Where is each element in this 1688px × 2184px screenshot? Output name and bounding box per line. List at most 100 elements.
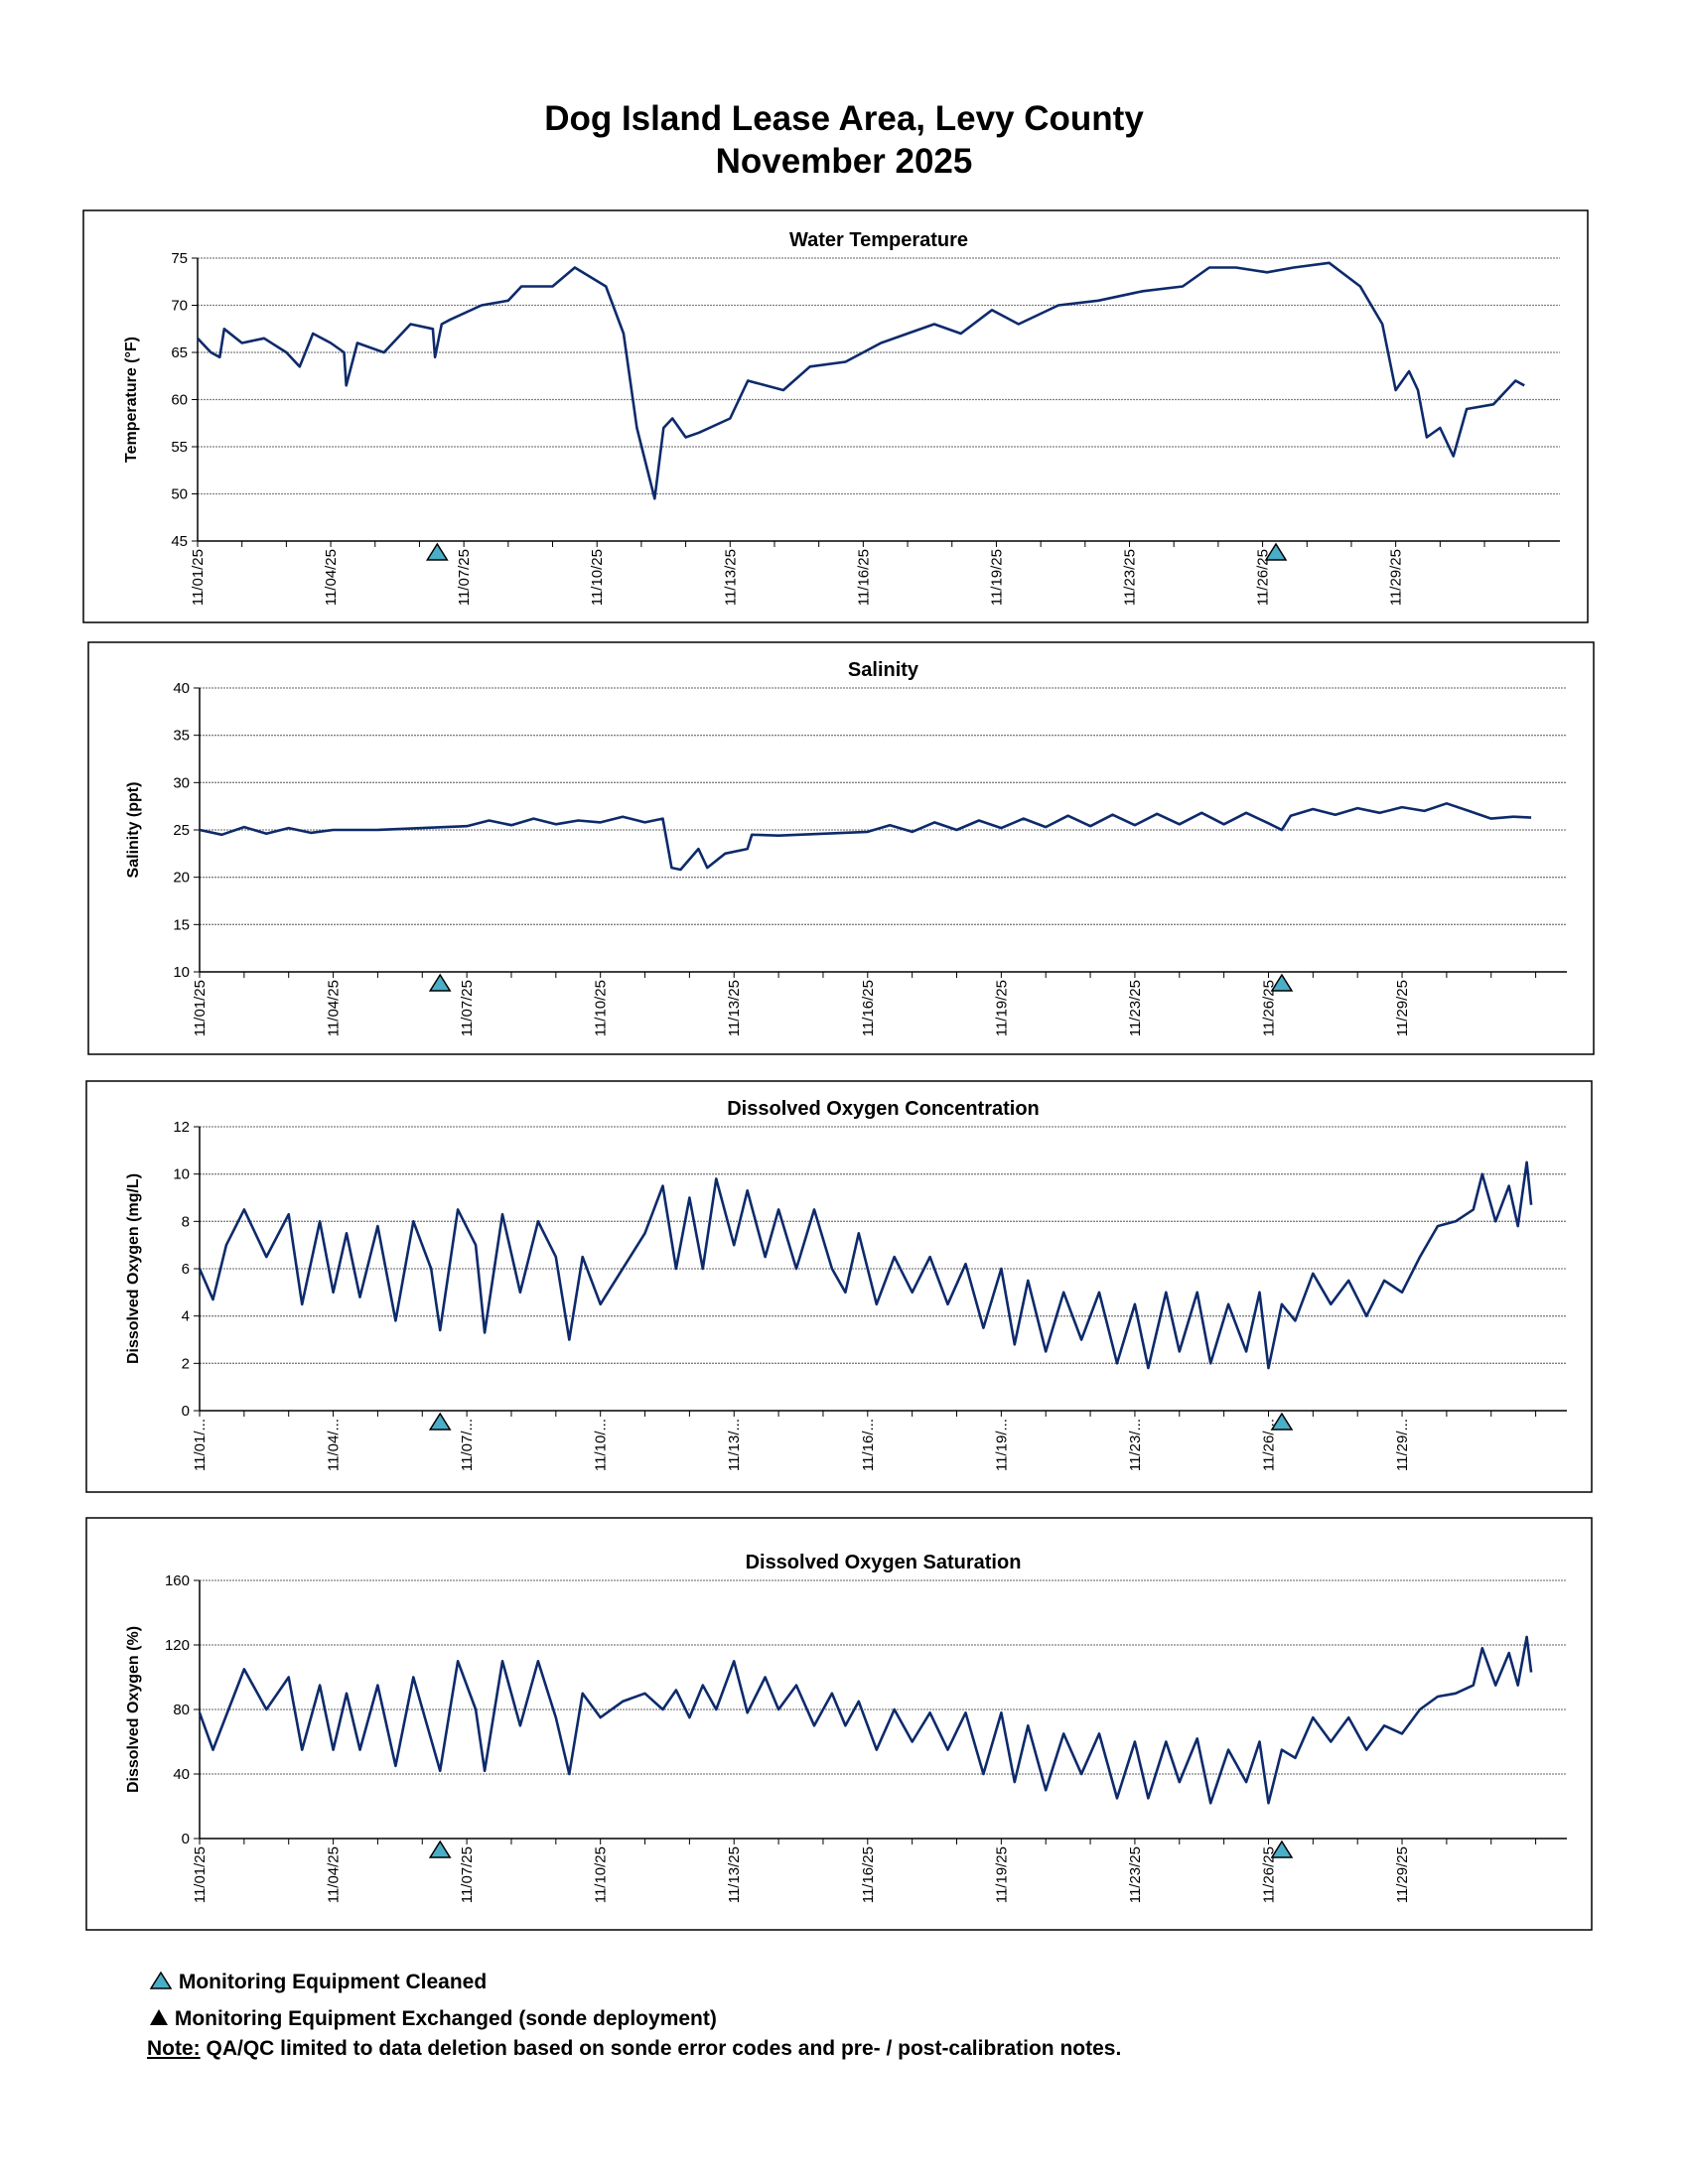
chart-frame: [85, 1517, 1593, 1931]
salinity-chart: Salinity 10 15 20 25 30 35 40 11/01/25 11/04/25 11…: [87, 641, 1595, 1055]
x-tick-label: 11/23/25: [1122, 549, 1139, 606]
cleaned-marker-icon: [428, 1840, 452, 1858]
y-tick-label: 2: [182, 1355, 190, 1372]
x-tick-label: 11/29/25: [1394, 1846, 1411, 1903]
x-tick-label: 11/13/...: [726, 1419, 743, 1471]
y-tick-label: 120: [165, 1637, 190, 1654]
do-saturation-chart: Dissolved Oxygen Saturation 0 40 80 120 160 11…: [85, 1517, 1593, 1931]
x-tick-label: 11/19/25: [988, 549, 1005, 606]
chart-title: Dissolved Oxygen Saturation: [746, 1552, 1022, 1573]
x-tick-label: 11/19/25: [993, 1846, 1010, 1903]
x-tick-label: 11/29/25: [1394, 980, 1411, 1036]
legend-exchanged-label: Monitoring Equipment Exchanged (sonde de…: [174, 2007, 717, 2030]
exchanged-triangle-icon: [150, 2009, 168, 2025]
x-tick-label: 11/04/25: [326, 1846, 343, 1903]
water-temperature-chart: Water Temperature 45 50 55 60 65 70 75 11/01/25 1…: [82, 209, 1589, 623]
y-tick-label: 10: [173, 1166, 190, 1183]
qaqc-note: Note: QA/QC limited to data deletion bas…: [147, 2037, 1121, 2061]
y-tick-label: 4: [182, 1308, 190, 1325]
y-tick-label: 70: [171, 298, 188, 315]
y-tick-label: 80: [173, 1702, 190, 1718]
x-tick-label: 11/16/...: [860, 1419, 877, 1471]
note-label: Note:: [147, 2037, 201, 2060]
y-tick-label: 0: [182, 1403, 190, 1420]
x-tick-label: 11/23/...: [1127, 1419, 1144, 1471]
chart-title: Dissolved Oxygen Concentration: [727, 1098, 1040, 1120]
cleaned-marker-icon: [1270, 973, 1294, 992]
y-tick-label: 55: [171, 439, 188, 456]
cleaned-triangle-icon: [149, 1971, 173, 1989]
y-tick-label: 6: [182, 1261, 190, 1278]
x-tick-label: 11/01/25: [192, 1846, 209, 1903]
chart-frame: [85, 1080, 1593, 1493]
x-tick-label: 11/26/25: [1260, 980, 1277, 1036]
y-axis-label: Salinity (ppt): [125, 782, 142, 879]
chart-frame: [82, 209, 1589, 623]
y-tick-label: 12: [173, 1119, 190, 1136]
y-tick-label: 45: [171, 533, 188, 550]
salinity-series-line: [199, 802, 1532, 872]
do-concentration-series-line: [198, 1160, 1533, 1370]
y-tick-label: 35: [173, 728, 190, 745]
cleaned-marker-icon: [1270, 1840, 1294, 1858]
x-tick-label: 11/04/25: [323, 549, 340, 606]
x-tick-label: 11/16/25: [860, 980, 877, 1036]
legend-exchanged: Monitoring Equipment Exchanged (sonde de…: [149, 2007, 717, 2031]
y-tick-label: 40: [173, 680, 190, 697]
x-tick-label: 11/01/25: [192, 980, 209, 1036]
y-axis-label: Dissolved Oxygen (mg/L): [125, 1173, 142, 1364]
page-subtitle: November 2025: [715, 142, 973, 181]
x-tick-label: 11/19/25: [993, 980, 1010, 1036]
x-tick-label: 11/26/...: [1260, 1419, 1277, 1471]
x-tick-label: 11/13/25: [726, 1846, 743, 1903]
do-saturation-series-line: [198, 1635, 1533, 1805]
cleaned-marker-icon: [428, 973, 452, 992]
x-tick-label: 11/26/25: [1255, 549, 1272, 606]
x-tick-label: 11/07/25: [459, 980, 476, 1036]
x-tick-label: 11/07/25: [459, 1846, 476, 1903]
x-tick-label: 11/01/25: [190, 549, 207, 606]
x-tick-label: 11/13/25: [726, 980, 743, 1036]
y-tick-label: 160: [165, 1572, 190, 1589]
x-tick-label: 11/10/25: [593, 980, 610, 1036]
cleaned-marker-icon: [428, 1412, 452, 1431]
chart-frame: [87, 641, 1595, 1055]
cleaned-marker-icon: [1270, 1412, 1294, 1431]
y-axis-label: Temperature (°F): [123, 337, 140, 463]
x-tick-label: 11/16/25: [855, 549, 872, 606]
x-tick-label: 11/07/25: [456, 549, 473, 606]
y-tick-label: 15: [173, 916, 190, 933]
x-tick-label: 11/26/25: [1260, 1846, 1277, 1903]
x-tick-label: 11/29/25: [1388, 549, 1405, 606]
y-axis-label: Dissolved Oxygen (%): [125, 1626, 142, 1793]
y-tick-label: 65: [171, 344, 188, 361]
legend-cleaned-label: Monitoring Equipment Cleaned: [178, 1971, 488, 1993]
chart-title: Water Temperature: [789, 229, 968, 251]
y-tick-label: 40: [173, 1766, 190, 1783]
y-tick-label: 10: [173, 964, 190, 981]
y-tick-label: 75: [171, 250, 188, 267]
y-tick-label: 8: [182, 1213, 190, 1230]
x-tick-label: 11/23/25: [1127, 1846, 1144, 1903]
do-concentration-chart: Dissolved Oxygen Concentration 0 2 4 6 8 10 12 1…: [85, 1080, 1593, 1493]
y-tick-label: 30: [173, 774, 190, 791]
y-tick-label: 50: [171, 486, 188, 503]
x-tick-label: 11/10/25: [589, 549, 606, 606]
x-tick-label: 11/16/25: [860, 1846, 877, 1903]
note-text: QA/QC limited to data deletion based on …: [200, 2037, 1122, 2060]
y-tick-label: 25: [173, 822, 190, 839]
x-tick-label: 11/29/...: [1394, 1419, 1411, 1471]
x-tick-label: 11/10/25: [593, 1846, 610, 1903]
x-tick-label: 11/01/...: [192, 1419, 209, 1471]
x-tick-label: 11/07/...: [459, 1419, 476, 1471]
x-tick-label: 11/04/...: [326, 1419, 343, 1471]
chart-title: Salinity: [848, 659, 919, 681]
cleaned-marker-icon: [425, 542, 449, 561]
x-tick-label: 11/10/...: [593, 1419, 610, 1471]
cleaned-marker-icon: [1264, 542, 1288, 561]
x-tick-label: 11/13/25: [722, 549, 739, 606]
x-tick-label: 11/23/25: [1127, 980, 1144, 1036]
legend-cleaned: Monitoring Equipment Cleaned: [149, 1971, 487, 1994]
y-tick-label: 20: [173, 870, 190, 887]
